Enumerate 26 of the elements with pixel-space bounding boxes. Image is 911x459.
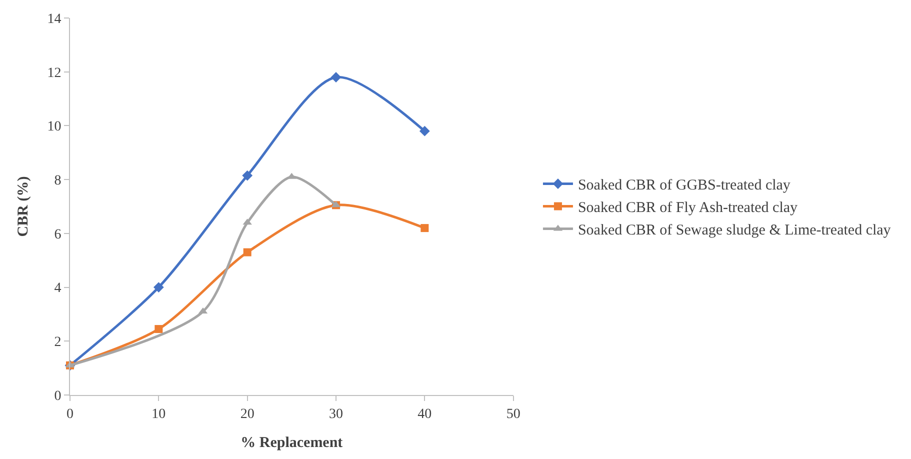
y-tick-label: 2 (54, 335, 62, 350)
point (420, 224, 429, 232)
point (330, 72, 342, 82)
point (153, 282, 164, 292)
x-tick-label: 20 (240, 406, 254, 422)
legend-label: Soaked CBR of Fly Ash-treated clay (578, 200, 798, 216)
point (154, 325, 163, 334)
y-tick-label: 10 (47, 120, 62, 135)
x-axis-title: % Replacement (240, 434, 343, 451)
x-tick-label: 50 (506, 406, 520, 422)
y-tick-label: 4 (54, 281, 62, 296)
y-tick-label: 12 (47, 66, 62, 81)
point (242, 170, 253, 181)
point (419, 126, 430, 136)
x-tick-label: 40 (418, 406, 432, 422)
legend-label: Soaked CBR of Sewage sludge & Lime-treated clay (578, 222, 892, 239)
x-tick-label: 30 (329, 406, 343, 422)
point (243, 248, 252, 256)
y-tick-label: 14 (47, 12, 62, 27)
legend-label: Soaked CBR of GGBS-treated clay (578, 178, 791, 194)
y-tick-label: 0 (54, 388, 62, 404)
x-tick-label: 0 (66, 406, 74, 422)
y-tick-label: 8 (54, 173, 62, 188)
x-tick-label: 10 (152, 406, 166, 422)
y-tick-label: 6 (54, 227, 62, 242)
y-axis-title: CBR (%) (15, 176, 32, 237)
